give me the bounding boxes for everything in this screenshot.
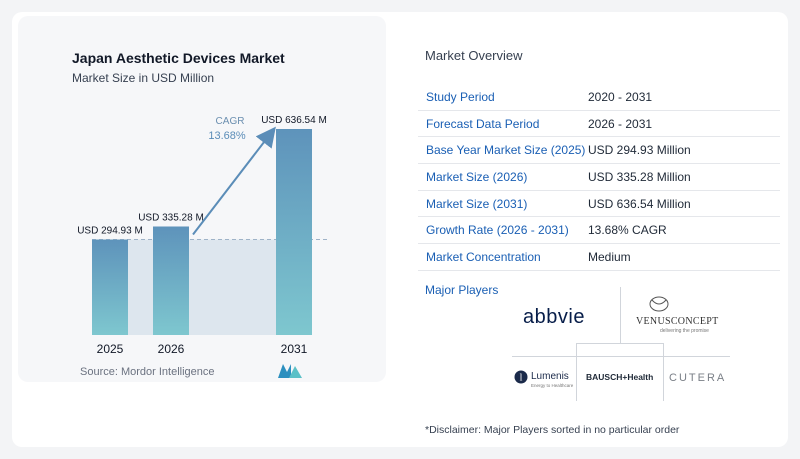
overview-title: Market Overview — [425, 48, 523, 63]
grid-divider — [576, 343, 577, 401]
bar-2026 — [153, 226, 189, 335]
grid-divider — [620, 287, 621, 344]
source-text: Source: Mordor Intelligence — [80, 366, 215, 378]
overview-row: Base Year Market Size (2025) USD 294.93 M… — [418, 137, 780, 165]
bar-chart: USD 294.93 M 2025 USD 335.28 M 2026 USD 636.… — [77, 115, 330, 356]
abbvie-logo: abbvie — [523, 306, 585, 328]
cagr-label: CAGR — [216, 116, 245, 127]
overview-value: Medium — [588, 249, 631, 264]
overview-row: Growth Rate (2026 - 2031) 13.68% CAGR — [418, 217, 780, 245]
x-tick-2026: 2026 — [158, 342, 185, 356]
overview-value: 13.68% CAGR — [588, 223, 667, 238]
venus-concept-icon — [649, 296, 669, 312]
cagr-arrow — [192, 126, 276, 236]
base-level-band — [92, 239, 312, 335]
overview-value: 2026 - 2031 — [588, 116, 653, 131]
overview-row: Market Size (2026) USD 335.28 Million — [418, 164, 780, 191]
data-label-2025: USD 294.93 M — [77, 226, 143, 237]
data-label-2031: USD 636.54 M — [261, 115, 327, 126]
bausch-health-logo: BAUSCH+Health — [586, 372, 654, 382]
lumenis-tagline: Energy to Healthcare — [531, 383, 574, 388]
overview-table: Study Period 2020 - 2031 Forecast Data Pe… — [418, 84, 780, 271]
overview-label: Forecast Data Period — [426, 116, 540, 131]
grid-divider — [512, 356, 730, 357]
venus-concept-tagline: delivering the promise — [660, 328, 709, 334]
cagr-value: 13.68% — [208, 130, 246, 142]
lumenis-icon: l — [514, 370, 528, 384]
major-players-title: Major Players — [425, 283, 499, 297]
overview-value: USD 335.28 Million — [588, 169, 691, 184]
venus-concept-logo: VENUSCONCEPT — [636, 316, 719, 327]
cutera-logo: CUTERA — [669, 372, 727, 384]
overview-value: USD 636.54 Million — [588, 196, 691, 211]
overview-label: Growth Rate (2026 - 2031) — [426, 223, 569, 238]
lumenis-logo: Lumenis — [531, 371, 569, 382]
overview-value: 2020 - 2031 — [588, 89, 653, 104]
overview-label: Market Concentration — [426, 249, 541, 264]
overview-row: Market Size (2031) USD 636.54 Million — [418, 191, 780, 218]
bar-2025 — [92, 239, 128, 335]
data-label-2026: USD 335.28 M — [138, 212, 204, 223]
chart-subtitle: Market Size in USD Million — [72, 71, 215, 85]
x-tick-2025: 2025 — [97, 342, 124, 356]
overview-row: Forecast Data Period 2026 - 2031 — [418, 111, 780, 138]
overview-label: Study Period — [426, 89, 495, 104]
bar-2031 — [276, 129, 312, 335]
grid-divider — [663, 343, 664, 401]
svg-text:l: l — [520, 373, 523, 384]
grid-divider — [576, 343, 664, 344]
disclaimer: *Disclaimer: Major Players sorted in no … — [425, 424, 680, 436]
x-tick-2031: 2031 — [281, 342, 308, 356]
chart-title: Japan Aesthetic Devices Market — [72, 50, 285, 66]
overview-row: Study Period 2020 - 2031 — [418, 84, 780, 111]
overview-label: Base Year Market Size (2025) — [426, 143, 586, 158]
mordor-logo-icon — [278, 364, 302, 378]
overview-value: USD 294.93 Million — [588, 143, 691, 158]
overview-label: Market Size (2031) — [426, 196, 528, 211]
overview-row: Market Concentration Medium — [418, 244, 780, 271]
overview-label: Market Size (2026) — [426, 169, 528, 184]
